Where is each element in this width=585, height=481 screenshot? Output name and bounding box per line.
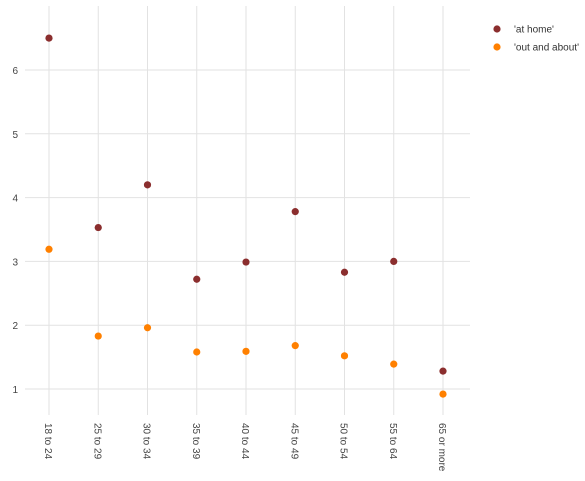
x-tick-label: 25 to 29 — [91, 423, 102, 460]
point-out-and-about — [291, 342, 299, 350]
point-out-and-about — [143, 324, 152, 332]
point-out-and-about — [340, 352, 349, 360]
y-tick-label: 2 — [12, 321, 18, 332]
y-tick-label: 6 — [12, 66, 18, 77]
y-tick-label: 3 — [12, 257, 18, 268]
y-tick-label: 4 — [12, 194, 18, 205]
legend-marker — [493, 43, 501, 51]
x-tick-label: 35 to 39 — [190, 423, 201, 460]
point-at-home — [291, 208, 299, 216]
legend-label: 'out and about' — [514, 43, 579, 54]
x-tick-label: 45 to 49 — [288, 423, 299, 460]
point-at-home — [94, 223, 102, 232]
legend: 'at home' 'out and about' — [493, 25, 579, 54]
y-axis-ticks: 1 2 3 4 5 6 — [12, 66, 18, 396]
legend-label: 'at home' — [514, 25, 554, 36]
point-out-and-about — [242, 347, 250, 355]
x-tick-label: 30 to 34 — [141, 423, 152, 460]
x-tick-label: 55 to 64 — [387, 423, 398, 460]
point-out-and-about — [94, 332, 102, 340]
point-out-and-about — [390, 360, 398, 368]
point-at-home — [439, 367, 447, 375]
y-tick-label: 5 — [12, 130, 18, 141]
point-out-and-about — [45, 245, 53, 253]
x-tick-label: 18 to 24 — [42, 423, 53, 460]
point-at-home — [390, 257, 398, 265]
x-tick-label: 50 to 54 — [338, 423, 349, 460]
x-tick-label: 65 or more — [436, 423, 447, 472]
point-at-home — [340, 268, 349, 276]
x-axis-ticks: 18 to 24 25 to 29 30 to 34 35 to 39 40 to 44… — [42, 423, 447, 472]
point-at-home — [45, 34, 53, 42]
point-out-and-about — [193, 348, 201, 356]
legend-marker — [493, 25, 501, 33]
point-at-home — [242, 258, 250, 266]
point-out-and-about — [439, 390, 447, 398]
x-tick-label: 40 to 44 — [239, 423, 250, 460]
point-at-home — [143, 181, 152, 189]
point-at-home — [193, 275, 201, 283]
data-points — [45, 34, 447, 398]
y-tick-label: 1 — [12, 385, 18, 396]
